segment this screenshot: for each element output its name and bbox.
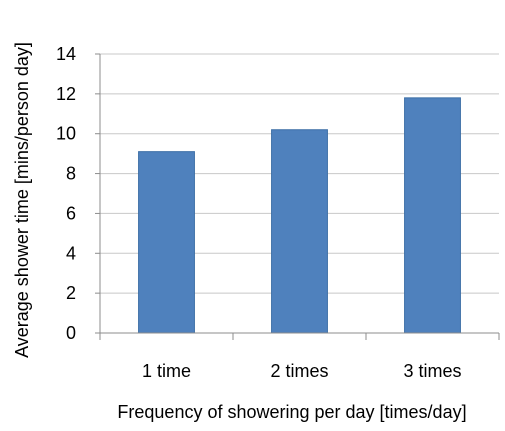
- bar-2-times: [271, 129, 328, 334]
- y-tick-label: 12: [56, 84, 76, 104]
- y-tick-label: 14: [56, 44, 76, 64]
- y-tick-label: 0: [66, 323, 76, 343]
- y-tick-label: 6: [66, 203, 76, 223]
- axes: [95, 53, 500, 340]
- x-category-label: 1 time: [142, 361, 191, 381]
- y-tick-label: 8: [66, 164, 76, 184]
- bar-3-times: [404, 97, 461, 334]
- bars: [138, 97, 461, 334]
- x-category-label: 2 times: [270, 361, 328, 381]
- y-tick-label: 10: [56, 124, 76, 144]
- y-tick-labels: 0 2 4 6 8 10 12 14: [56, 44, 76, 343]
- x-category-label: 3 times: [403, 361, 461, 381]
- y-tick-label: 2: [66, 283, 76, 303]
- x-category-labels: 1 time 2 times 3 times: [142, 361, 462, 381]
- bar-1-time: [138, 151, 195, 334]
- y-tick-label: 4: [66, 243, 76, 263]
- y-axis-title: Average shower time [mins/person day]: [12, 42, 32, 358]
- x-axis-title: Frequency of showering per day [times/da…: [117, 402, 466, 422]
